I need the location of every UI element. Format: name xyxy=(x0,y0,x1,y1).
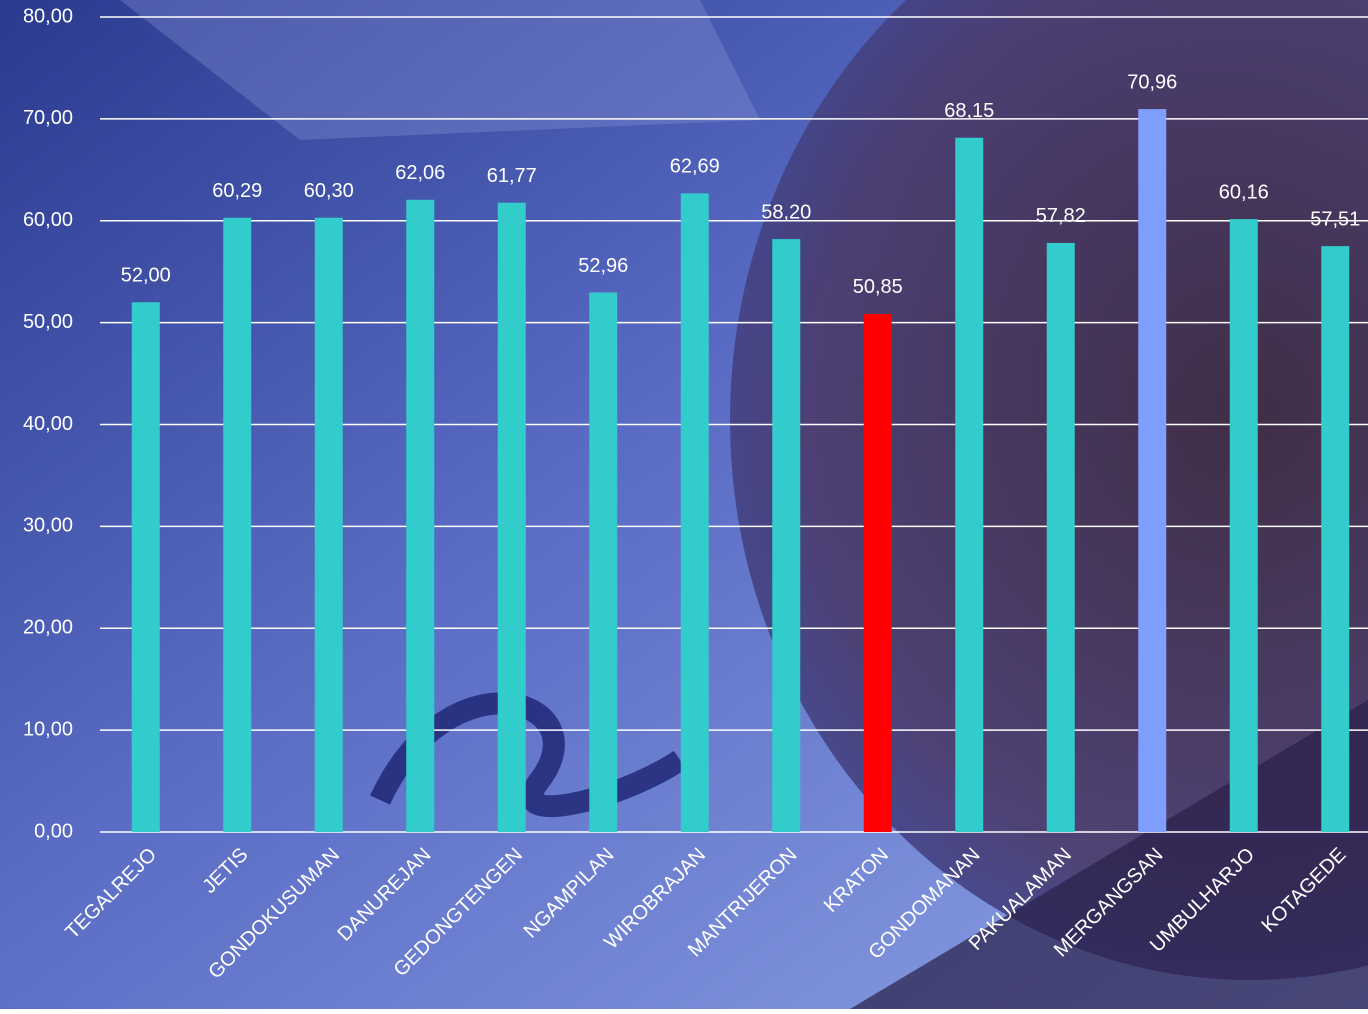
bar xyxy=(1321,246,1350,832)
value-label: 62,06 xyxy=(395,162,445,184)
bar xyxy=(223,217,252,832)
decoration xyxy=(120,0,760,140)
y-tick-label: 50,00 xyxy=(23,311,73,333)
value-label: 52,96 xyxy=(578,255,628,277)
value-label: 60,29 xyxy=(212,180,262,202)
bar xyxy=(1046,242,1075,833)
y-tick-label: 80,00 xyxy=(23,5,73,27)
value-label: 58,20 xyxy=(761,201,811,223)
bar xyxy=(314,217,343,833)
bar xyxy=(680,193,709,832)
y-tick-label: 0,00 xyxy=(34,820,73,842)
y-tick-label: 70,00 xyxy=(23,107,73,129)
y-tick-label: 30,00 xyxy=(23,515,73,537)
bar xyxy=(497,202,526,832)
y-tick-label: 40,00 xyxy=(23,413,73,435)
bar xyxy=(1229,219,1258,832)
y-tick-label: 60,00 xyxy=(23,209,73,231)
value-label: 60,16 xyxy=(1219,181,1269,203)
value-label: 68,15 xyxy=(944,100,994,122)
value-label: 57,82 xyxy=(1036,205,1086,227)
value-label: 62,69 xyxy=(670,156,720,178)
value-label: 70,96 xyxy=(1127,71,1177,93)
bar xyxy=(1138,109,1167,833)
bar xyxy=(955,137,984,833)
value-label: 57,51 xyxy=(1310,208,1360,230)
y-tick-label: 20,00 xyxy=(23,617,73,639)
value-label: 52,00 xyxy=(121,265,171,287)
bar xyxy=(131,302,160,832)
y-tick-label: 10,00 xyxy=(23,718,73,740)
bar xyxy=(863,313,892,832)
value-label: 60,30 xyxy=(304,180,354,202)
value-label: 61,77 xyxy=(487,165,537,187)
bar xyxy=(406,199,435,833)
bar xyxy=(589,292,618,833)
bar xyxy=(772,239,801,832)
value-label: 50,85 xyxy=(853,276,903,298)
